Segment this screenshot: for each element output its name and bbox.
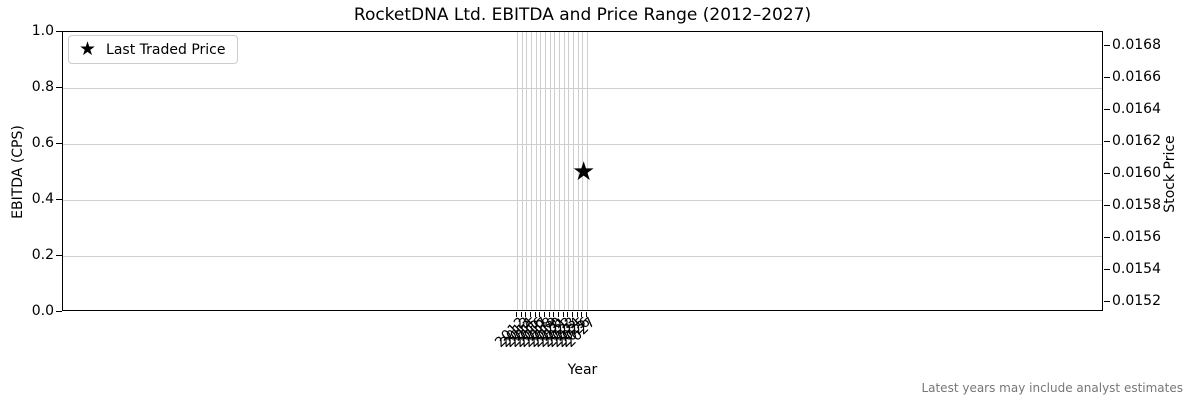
x-tickmark xyxy=(558,312,559,317)
x-tickmark xyxy=(539,312,541,317)
y-tickmark-left xyxy=(56,143,62,144)
y-tick-label-right: 0.0154 xyxy=(1112,261,1161,278)
y-tickmark-right xyxy=(1104,205,1110,207)
x-tickmark xyxy=(520,312,522,317)
y-tickmark-left xyxy=(56,87,62,88)
v-gridline xyxy=(549,32,551,310)
legend-entry-label: Last Traded Price xyxy=(106,41,226,58)
v-gridline xyxy=(526,32,528,310)
y-tickmark-right xyxy=(1104,45,1110,47)
y-tick-label-right: 0.0156 xyxy=(1112,229,1161,246)
y-tickmark-right xyxy=(1104,141,1110,143)
v-gridline xyxy=(587,32,588,310)
v-gridline xyxy=(545,32,546,310)
v-gridline xyxy=(577,32,579,310)
x-tickmark xyxy=(567,312,569,317)
v-gridline xyxy=(517,32,518,310)
x-tickmark xyxy=(544,312,545,317)
star-icon: ★ xyxy=(79,38,97,60)
v-gridline xyxy=(559,32,560,310)
y-tick-label-left: 0.6 xyxy=(31,135,54,151)
y-tick-label-left: 0.0 xyxy=(31,303,54,319)
v-gridline xyxy=(573,32,574,310)
y-tick-label-left: 0.2 xyxy=(31,247,54,263)
chart-footnote: Latest years may include analyst estimat… xyxy=(921,381,1183,395)
y-tickmark-left xyxy=(56,311,62,312)
v-gridline xyxy=(568,32,570,310)
v-gridline xyxy=(540,32,542,310)
x-tickmark xyxy=(525,312,527,317)
x-tickmark xyxy=(586,312,587,317)
plot-area xyxy=(62,31,1103,311)
y-tick-label-left: 1.0 xyxy=(31,23,54,39)
y-tickmark-right xyxy=(1104,301,1110,303)
v-gridline xyxy=(521,32,523,310)
y-tick-label-right: 0.0168 xyxy=(1112,37,1161,54)
v-gridline xyxy=(554,32,556,310)
y-tick-label-right: 0.0160 xyxy=(1112,165,1161,182)
x-tickmark xyxy=(534,312,536,317)
y-tick-label-right: 0.0166 xyxy=(1112,69,1161,86)
x-tickmark xyxy=(576,312,578,317)
v-gridline xyxy=(535,32,537,310)
y-tickmark-left xyxy=(56,199,62,200)
x-tickmark xyxy=(553,312,555,317)
v-gridline xyxy=(531,32,532,310)
v-gridline xyxy=(563,32,565,310)
y-tickmark-right xyxy=(1104,109,1110,111)
y-tickmark-right xyxy=(1104,173,1110,175)
y-tickmark-left xyxy=(56,255,62,256)
y-tick-label-left: 0.8 xyxy=(31,79,54,95)
v-gridline xyxy=(582,32,584,310)
y-tick-label-right: 0.0164 xyxy=(1112,101,1161,118)
y-tick-label-left: 0.4 xyxy=(31,191,54,207)
grid-layer xyxy=(63,32,1102,310)
y-axis-label-left: EBITDA (CPS) xyxy=(10,125,26,219)
y-tick-label-right: 0.0152 xyxy=(1112,293,1161,310)
x-tickmark xyxy=(581,312,583,317)
chart-title: RocketDNA Ltd. EBITDA and Price Range (2… xyxy=(353,5,812,25)
y-tickmark-right xyxy=(1104,77,1110,79)
x-tickmark xyxy=(530,312,531,317)
last-traded-price-marker: ★ xyxy=(572,157,596,188)
legend: ★ Last Traded Price xyxy=(68,35,239,64)
y-tickmark-right xyxy=(1104,237,1110,239)
x-axis-label: Year xyxy=(567,362,598,378)
y-tickmark-right xyxy=(1104,269,1110,271)
x-tickmark xyxy=(516,312,517,317)
x-tickmark xyxy=(548,312,550,317)
y-axis-label-right: Stock Price xyxy=(1162,135,1178,213)
y-tick-label-right: 0.0158 xyxy=(1112,197,1161,214)
y-tick-label-right: 0.0162 xyxy=(1112,133,1161,150)
y-tickmark-left xyxy=(56,31,62,32)
x-tickmark xyxy=(562,312,564,317)
x-tickmark xyxy=(572,312,573,317)
